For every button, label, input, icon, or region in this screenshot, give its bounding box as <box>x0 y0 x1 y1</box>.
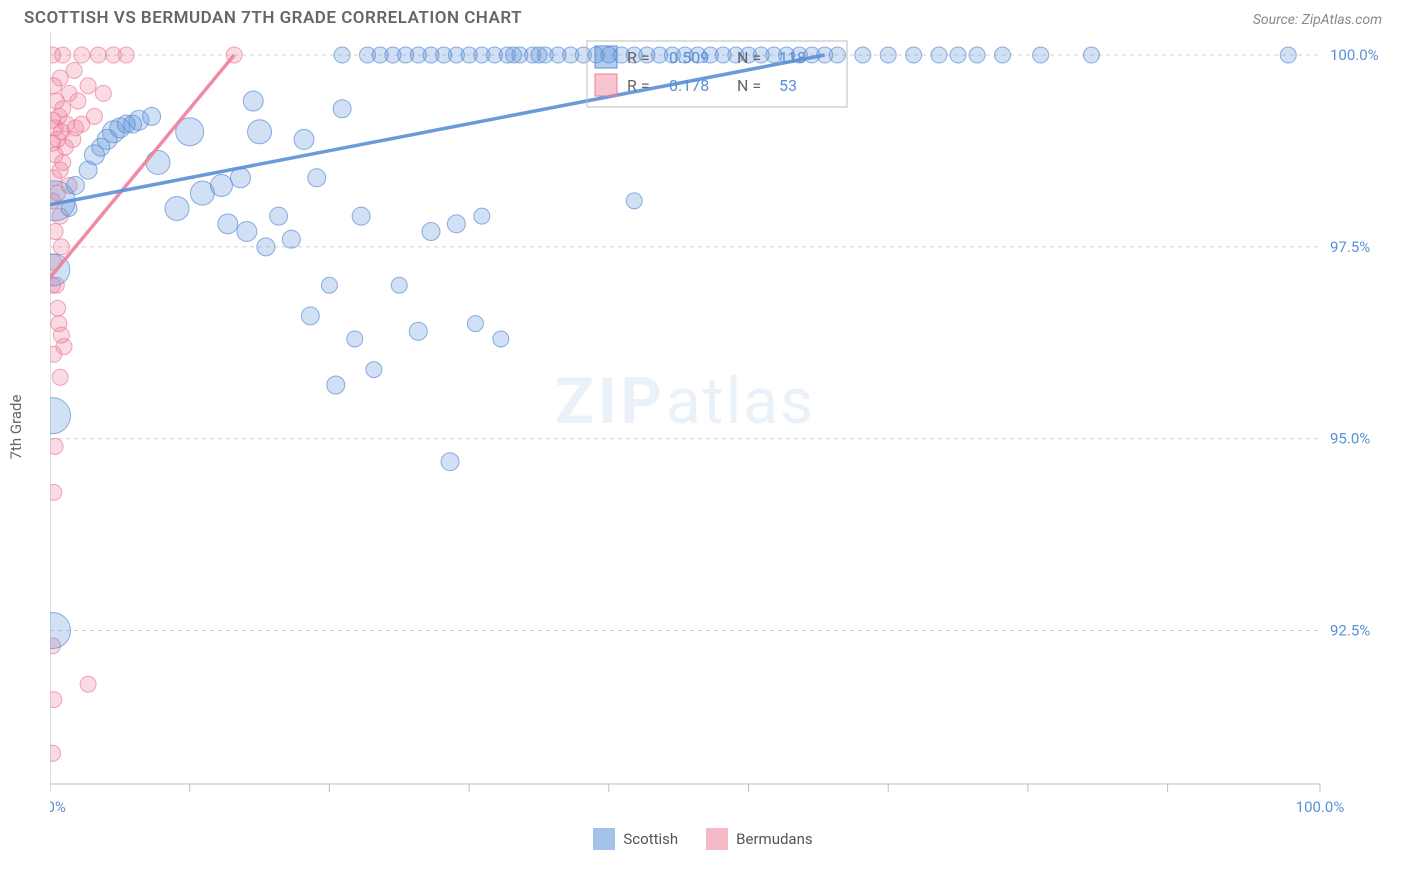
data-point <box>1083 47 1099 63</box>
data-point <box>447 215 465 233</box>
data-point <box>146 150 170 174</box>
data-point <box>243 91 263 111</box>
correlation-box: R = 0.509 N = 118 R = 0.178 N = 53 <box>587 41 847 107</box>
data-point <box>52 369 68 385</box>
data-point <box>53 239 69 255</box>
data-point <box>352 207 370 225</box>
corr-bermudan-r-label: R = <box>627 76 650 95</box>
data-point <box>294 129 314 149</box>
legend: Scottish Bermudans <box>0 828 1406 850</box>
data-point <box>50 613 71 649</box>
data-point <box>50 224 63 240</box>
data-point <box>391 277 407 293</box>
y-tick-label: 95.0% <box>1330 430 1370 448</box>
data-point <box>301 307 319 325</box>
data-point <box>80 78 96 94</box>
x-tick-label-max: 100.0% <box>1296 798 1345 816</box>
data-point <box>969 47 985 63</box>
data-point <box>474 208 490 224</box>
data-point <box>248 120 272 144</box>
data-point <box>210 174 232 196</box>
data-point <box>50 745 61 761</box>
chart-area: 7th Grade 92.5%95.0%97.5%100.0%0.0%100.0… <box>50 32 1390 822</box>
data-point <box>334 47 350 63</box>
y-tick-label: 97.5% <box>1330 238 1370 256</box>
corr-scottish-r-value: 0.509 <box>669 48 709 67</box>
data-point <box>74 47 90 63</box>
data-point <box>237 222 257 242</box>
data-point <box>422 223 440 241</box>
data-point <box>1033 47 1049 63</box>
data-point <box>308 169 326 187</box>
chart-svg: 92.5% 95.0% 97.5% 100.0% 0.0% 100.0% ZIPatlas R… <box>50 32 1390 822</box>
regression-line-bermudan <box>50 55 234 278</box>
data-point <box>409 322 427 340</box>
legend-swatch-scottish <box>593 828 615 850</box>
y-tick-label: 100.0% <box>1330 46 1379 64</box>
data-point <box>493 331 509 347</box>
data-point <box>321 277 337 293</box>
legend-item-bermudan: Bermudans <box>706 828 812 850</box>
legend-label-scottish: Scottish <box>623 830 678 848</box>
source-label: Source: ZipAtlas.com <box>1253 12 1382 28</box>
data-point <box>66 176 84 194</box>
series-bermudan <box>50 47 242 761</box>
data-point <box>52 70 68 86</box>
data-point <box>906 47 922 63</box>
corr-bermudan-r-value: 0.178 <box>669 76 709 95</box>
corr-scottish-n-value: 118 <box>779 48 806 67</box>
corr-bermudan-n-value: 53 <box>779 76 797 95</box>
data-point <box>950 47 966 63</box>
series-scottish <box>50 47 1296 649</box>
data-point <box>327 376 345 394</box>
chart-title: SCOTTISH VS BERMUDAN 7TH GRADE CORRELATI… <box>24 8 522 28</box>
corr-scottish-n-label: N = <box>737 48 761 67</box>
data-point <box>218 214 238 234</box>
data-point <box>441 453 459 471</box>
data-point <box>880 47 896 63</box>
data-point <box>143 107 161 125</box>
data-point <box>95 85 111 101</box>
x-tick-label-min: 0.0% <box>50 798 66 816</box>
data-point <box>270 207 288 225</box>
data-point <box>282 230 300 248</box>
data-point <box>118 47 134 63</box>
legend-swatch-bermudan <box>706 828 728 850</box>
data-point <box>347 331 363 347</box>
data-point <box>80 676 96 692</box>
watermark: ZIPatlas <box>555 364 815 439</box>
corr-bermudan-n-label: N = <box>737 76 761 95</box>
data-point <box>86 108 102 124</box>
data-point <box>50 692 62 708</box>
data-point <box>626 193 642 209</box>
data-point <box>467 316 483 332</box>
data-point <box>366 362 382 378</box>
y-tick-label: 92.5% <box>1330 622 1370 640</box>
data-point <box>50 438 63 454</box>
corr-scottish-swatch <box>595 46 617 68</box>
data-point <box>931 47 947 63</box>
data-point <box>50 300 66 316</box>
corr-bermudan-swatch <box>595 74 617 96</box>
data-point <box>257 238 275 256</box>
data-point <box>66 62 82 78</box>
data-point <box>1280 47 1296 63</box>
data-point <box>55 47 71 63</box>
data-point <box>333 100 351 118</box>
y-axis-title: 7th Grade <box>7 395 25 460</box>
data-point <box>165 196 189 220</box>
data-point <box>855 47 871 63</box>
legend-label-bermudan: Bermudans <box>736 830 812 848</box>
data-point <box>50 398 71 434</box>
data-point <box>90 47 106 63</box>
data-point <box>995 47 1011 63</box>
corr-scottish-r-label: R = <box>627 48 650 67</box>
legend-item-scottish: Scottish <box>593 828 678 850</box>
data-point <box>61 85 77 101</box>
data-point <box>50 484 62 500</box>
data-point <box>51 316 67 332</box>
